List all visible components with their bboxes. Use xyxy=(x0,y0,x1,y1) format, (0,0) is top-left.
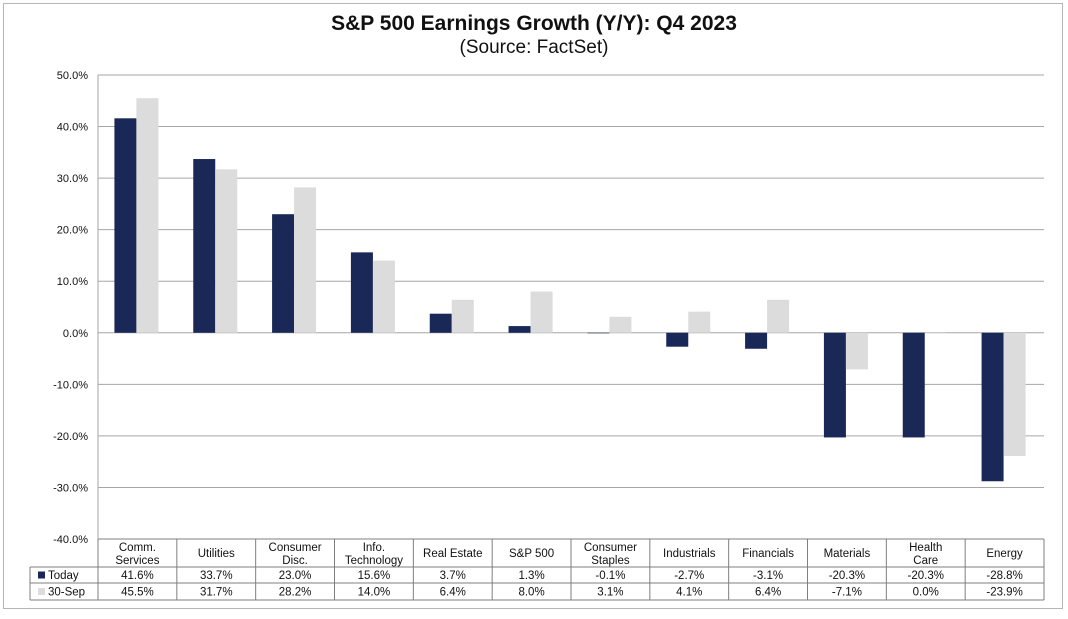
bars xyxy=(114,98,1026,482)
data-label: -20.3% xyxy=(908,570,944,582)
y-tick-label: 10.0% xyxy=(57,276,88,288)
bar-today-4 xyxy=(429,313,452,333)
y-tick-label: 0.0% xyxy=(63,328,88,340)
data-label: 6.4% xyxy=(755,587,781,599)
data-label: 4.1% xyxy=(676,587,702,599)
chart-subtitle: (Source: FactSet) xyxy=(459,37,609,58)
bar-today-11 xyxy=(981,332,1004,482)
category-label: Staples xyxy=(591,555,630,567)
data-label: 6.4% xyxy=(440,587,466,599)
gridlines xyxy=(97,74,1044,540)
category-label: Financials xyxy=(742,548,794,560)
data-label: 41.6% xyxy=(121,570,154,582)
y-tick-label: 50.0% xyxy=(57,70,88,82)
data-label: -0.1% xyxy=(595,570,625,582)
category-label: Utilities xyxy=(198,548,235,560)
category-label: Care xyxy=(913,555,938,567)
data-label: 31.7% xyxy=(200,587,233,599)
data-label: 8.0% xyxy=(518,587,544,599)
y-axis: 50.0% 40.0% 30.0% 20.0% 10.0% 0.0% -10.0% -20.0… xyxy=(53,70,88,546)
data-label: -28.8% xyxy=(986,570,1022,582)
legend-label-30-sep: 30-Sep xyxy=(48,587,85,599)
category-label: Info. xyxy=(363,542,385,554)
data-label: 1.3% xyxy=(518,570,544,582)
bar-today-1 xyxy=(193,159,216,333)
category-label: S&P 500 xyxy=(509,548,554,560)
bar-30-sep-8 xyxy=(767,299,790,333)
bar-30-sep-4 xyxy=(451,299,474,333)
y-tick-label: 30.0% xyxy=(57,173,88,185)
y-tick-label: -20.0% xyxy=(53,431,88,443)
y-tick-label: -40.0% xyxy=(53,534,88,546)
category-label: Disc. xyxy=(282,555,308,567)
bar-today-10 xyxy=(902,332,925,438)
legend-key-30-sep xyxy=(38,588,45,595)
bar-30-sep-10 xyxy=(924,332,947,334)
bar-30-sep-2 xyxy=(294,187,317,333)
data-label: 45.5% xyxy=(121,587,154,599)
category-label: Health xyxy=(909,542,942,554)
category-label: Real Estate xyxy=(423,548,482,560)
category-label: Consumer xyxy=(584,542,637,554)
data-label: 23.0% xyxy=(279,570,312,582)
bar-today-5 xyxy=(508,326,531,333)
bar-30-sep-0 xyxy=(136,98,159,333)
bar-today-8 xyxy=(745,332,768,349)
bar-today-6 xyxy=(587,332,610,334)
data-label: 3.1% xyxy=(597,587,623,599)
category-label: Consumer xyxy=(269,542,322,554)
bar-30-sep-6 xyxy=(609,316,632,333)
bar-today-7 xyxy=(666,332,689,347)
y-tick-label: -30.0% xyxy=(53,482,88,494)
bar-30-sep-9 xyxy=(845,332,868,370)
data-label: 28.2% xyxy=(279,587,312,599)
bar-30-sep-7 xyxy=(688,311,711,333)
bar-30-sep-5 xyxy=(530,291,553,333)
category-label: Materials xyxy=(824,548,871,560)
category-label: Energy xyxy=(986,548,1023,560)
bar-today-9 xyxy=(823,332,846,438)
legend-label-today: Today xyxy=(48,570,79,582)
bar-today-2 xyxy=(272,214,295,333)
data-label: 0.0% xyxy=(913,587,939,599)
data-label: -23.9% xyxy=(986,587,1022,599)
bar-today-0 xyxy=(114,118,137,333)
category-label: Comm. xyxy=(119,542,156,554)
data-label: 3.7% xyxy=(440,570,466,582)
bar-30-sep-3 xyxy=(372,260,395,333)
y-tick-label: 20.0% xyxy=(57,225,88,237)
category-label: Services xyxy=(115,555,159,567)
data-label: -20.3% xyxy=(829,570,865,582)
data-label: 15.6% xyxy=(358,570,391,582)
data-label: -7.1% xyxy=(832,587,862,599)
data-label: -2.7% xyxy=(674,570,704,582)
legend-key-today xyxy=(38,571,45,579)
category-label: Technology xyxy=(345,555,403,567)
data-label: 14.0% xyxy=(358,587,391,599)
bar-30-sep-11 xyxy=(1003,332,1026,456)
y-tick-label: -10.0% xyxy=(53,379,88,391)
data-label: -3.1% xyxy=(753,570,783,582)
chart-title: S&P 500 Earnings Growth (Y/Y): Q4 2023 xyxy=(331,12,737,35)
data-label: 33.7% xyxy=(200,570,233,582)
bar-today-3 xyxy=(350,252,373,333)
category-label: Industrials xyxy=(663,548,716,560)
y-tick-label: 40.0% xyxy=(57,122,88,134)
bar-30-sep-1 xyxy=(215,169,238,333)
